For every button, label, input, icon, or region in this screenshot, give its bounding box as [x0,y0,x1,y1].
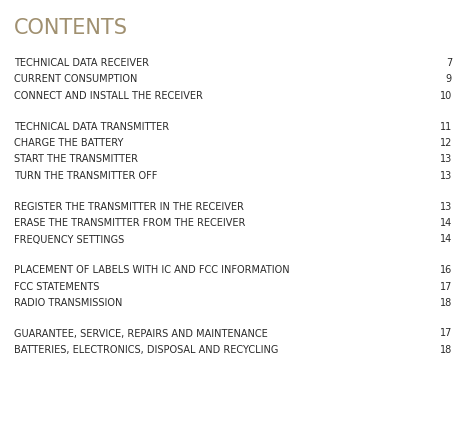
Text: FCC STATEMENTS: FCC STATEMENTS [14,282,99,292]
Text: 17: 17 [439,282,452,292]
Text: CHARGE THE BATTERY: CHARGE THE BATTERY [14,138,123,148]
Text: 13: 13 [440,201,452,212]
Text: CONNECT AND INSTALL THE RECEIVER: CONNECT AND INSTALL THE RECEIVER [14,91,203,101]
Text: 14: 14 [440,218,452,228]
Text: GUARANTEE, SERVICE, REPAIRS AND MAINTENANCE: GUARANTEE, SERVICE, REPAIRS AND MAINTENA… [14,329,268,338]
Text: REGISTER THE TRANSMITTER IN THE RECEIVER: REGISTER THE TRANSMITTER IN THE RECEIVER [14,201,244,212]
Text: 17: 17 [439,329,452,338]
Text: TECHNICAL DATA TRANSMITTER: TECHNICAL DATA TRANSMITTER [14,122,169,131]
Text: START THE TRANSMITTER: START THE TRANSMITTER [14,154,138,165]
Text: TECHNICAL DATA RECEIVER: TECHNICAL DATA RECEIVER [14,58,149,68]
Text: 18: 18 [440,345,452,355]
Text: 13: 13 [440,171,452,181]
Text: 12: 12 [439,138,452,148]
Text: 11: 11 [440,122,452,131]
Text: 16: 16 [440,265,452,275]
Text: RADIO TRANSMISSION: RADIO TRANSMISSION [14,298,123,308]
Text: TURN THE TRANSMITTER OFF: TURN THE TRANSMITTER OFF [14,171,158,181]
Text: 13: 13 [440,154,452,165]
Text: BATTERIES, ELECTRONICS, DISPOSAL AND RECYCLING: BATTERIES, ELECTRONICS, DISPOSAL AND REC… [14,345,278,355]
Text: 9: 9 [446,75,452,84]
Text: PLACEMENT OF LABELS WITH IC AND FCC INFORMATION: PLACEMENT OF LABELS WITH IC AND FCC INFO… [14,265,290,275]
Text: FREQUENCY SETTINGS: FREQUENCY SETTINGS [14,234,124,245]
Text: CONTENTS: CONTENTS [14,18,128,38]
Text: 7: 7 [446,58,452,68]
Text: 18: 18 [440,298,452,308]
Text: 10: 10 [440,91,452,101]
Text: CURRENT CONSUMPTION: CURRENT CONSUMPTION [14,75,137,84]
Text: 14: 14 [440,234,452,245]
Text: ERASE THE TRANSMITTER FROM THE RECEIVER: ERASE THE TRANSMITTER FROM THE RECEIVER [14,218,246,228]
